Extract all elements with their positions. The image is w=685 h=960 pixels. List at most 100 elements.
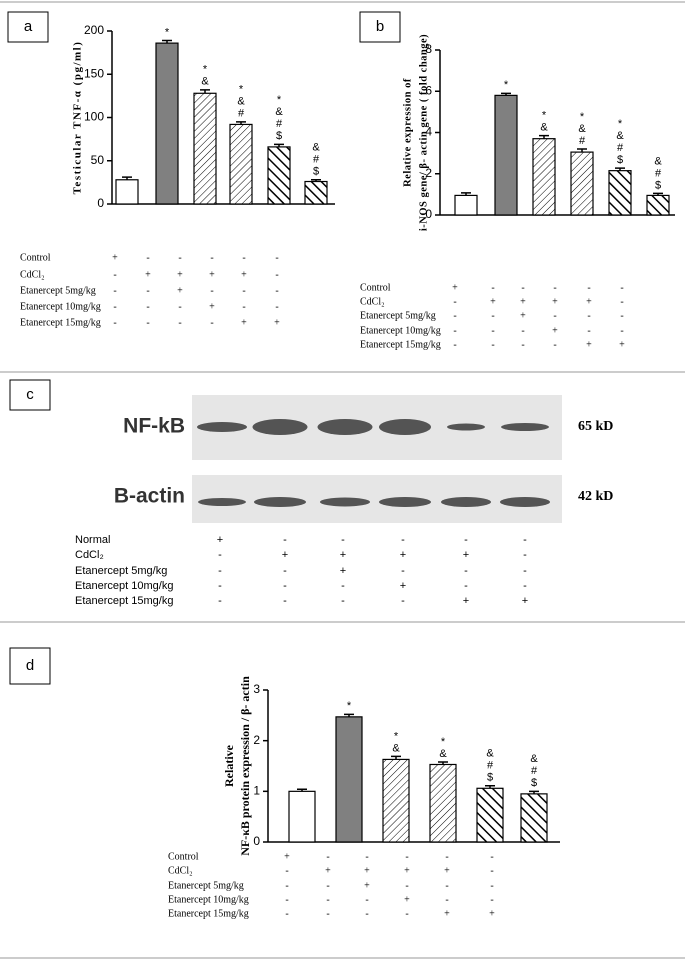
treatment-sign: - [210,317,213,328]
bar [476,787,504,843]
y-axis-label: Relative expression of [402,78,413,187]
y-tick-label: 4 [425,125,432,139]
y-tick-label: 8 [425,42,432,56]
bar [608,170,632,216]
error-bar [501,92,511,96]
treatment-sign: - [523,549,527,561]
treatment-sign: + [241,317,247,328]
error-bar [485,785,495,789]
error-bar [615,167,625,171]
significance-mark: & [201,76,209,88]
treatment-sign: - [178,252,181,263]
treatment-sign: + [586,339,592,350]
panel-label: d [26,657,34,674]
treatment-sign: - [453,296,456,307]
blot-band [317,419,373,435]
treatment-sign: - [523,534,527,546]
treatment-sign: - [405,908,408,919]
bar [532,138,556,216]
treatment-sign: - [620,296,623,307]
significance-mark: # [313,154,320,166]
error-bar [529,790,539,794]
significance-mark: & [439,748,447,760]
treatment-label: Etanercept 10mg/kg [20,301,101,312]
treatment-sign: + [520,310,526,321]
treatment-sign: + [364,865,370,876]
treatment-sign: - [242,252,245,263]
bar [494,94,518,216]
significance-mark: * [165,26,170,38]
bar [115,179,139,205]
significance-mark: & [275,106,283,118]
blot-band [320,497,370,507]
treatment-sign: + [400,580,406,592]
treatment-sign: - [275,252,278,263]
treatment-label: Etanercept 10mg/kg [360,325,441,336]
treatment-sign: + [444,865,450,876]
significance-mark: # [487,760,494,772]
significance-mark: # [238,108,245,120]
treatment-label: Etanercept 15mg/kg [20,317,101,328]
treatment-sign: - [401,595,405,607]
treatment-sign: - [620,325,623,336]
band-label: NF-kB [123,415,185,438]
treatment-sign: - [491,282,494,293]
treatment-sign: + [463,549,469,561]
treatment-sign: - [553,282,556,293]
treatment-sign: - [521,339,524,350]
treatment-sign: + [552,296,558,307]
significance-mark: * [394,730,399,742]
error-bar [577,148,587,153]
blot-band [254,497,306,507]
treatment-label: Etanercept 10mg/kg [75,580,173,592]
treatment-label: Etanercept 5mg/kg [360,310,436,321]
y-axis-label: Testicular TNF-α (pg/ml) [72,41,84,195]
significance-mark: * [277,94,282,106]
error-bar [236,121,246,125]
treatment-sign: - [275,285,278,296]
blot-band [441,497,491,507]
treatment-label: Control [168,851,199,862]
error-bar [344,713,354,717]
significance-mark: * [239,84,244,96]
panel-box [7,11,49,43]
y-tick-label: 100 [84,110,104,124]
y-tick-label: 1 [253,784,260,798]
significance-mark: & [312,142,320,154]
treatment-sign: + [177,269,183,280]
panel-label: c [26,386,34,403]
treatment-sign: - [464,580,468,592]
treatment-sign: + [282,549,288,561]
treatment-sign: - [401,565,405,577]
panel-box [359,11,401,43]
y-tick-label: 0 [97,196,104,210]
treatment-sign: - [491,310,494,321]
band-size: 42 kD [578,489,613,504]
treatment-sign: + [340,565,346,577]
treatment-sign: - [218,565,222,577]
treatment-sign: + [444,908,450,919]
significance-mark: # [579,135,586,147]
treatment-sign: - [553,339,556,350]
treatment-sign: - [275,301,278,312]
treatment-sign: + [145,269,151,280]
significance-mark: & [578,123,586,135]
significance-mark: & [616,130,624,142]
significance-mark: $ [276,130,282,142]
treatment-sign: - [178,317,181,328]
treatment-sign: - [490,880,493,891]
significance-mark: * [618,118,623,130]
treatment-sign: - [464,534,468,546]
blot-band [198,498,246,506]
treatment-label: CdCl₂ [360,296,385,307]
bar [646,194,670,216]
treatment-label: Etanercept 15mg/kg [75,595,173,607]
significance-mark: & [237,96,245,108]
error-bar [162,39,172,44]
treatment-sign: + [404,894,410,905]
treatment-sign: - [341,595,345,607]
treatment-sign: - [326,851,329,862]
panel-box [9,379,51,411]
treatment-sign: - [242,301,245,312]
treatment-sign: - [523,580,527,592]
